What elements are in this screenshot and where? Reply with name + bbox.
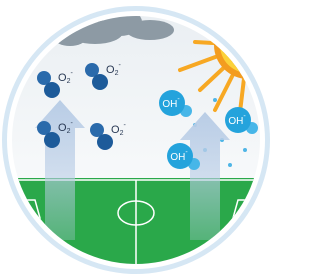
illustration: O2-O2-O2-O2-OH-OH-OH- <box>0 0 273 278</box>
formula: OH <box>228 116 243 127</box>
subscript: 2 <box>120 130 124 137</box>
atom <box>97 134 113 150</box>
subscript: 2 <box>115 70 119 77</box>
atom <box>44 82 60 98</box>
formula: OH <box>162 99 177 110</box>
scene <box>0 0 273 278</box>
atom <box>44 132 60 148</box>
atom <box>92 74 108 90</box>
subscript: 2 <box>67 78 71 85</box>
formula: OH <box>170 152 185 163</box>
subscript: 2 <box>67 128 71 135</box>
